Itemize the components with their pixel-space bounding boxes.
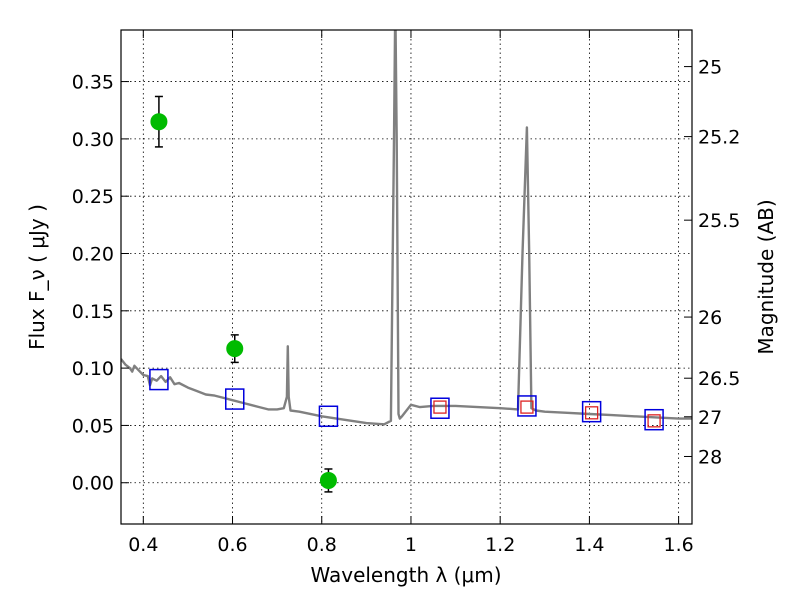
model-square-marker (430, 397, 450, 419)
spectrum-line (121, 30, 692, 426)
model-small-square-marker (520, 400, 534, 414)
y2-tick-label: 26.5 (698, 368, 740, 390)
model-square-marker (149, 368, 169, 391)
y2-axis-title: Magnitude (AB) (754, 199, 778, 354)
y2-tick-label: 25.5 (698, 210, 740, 232)
y-tick-label: 0.10 (72, 358, 114, 380)
x-tick-label: 0.4 (128, 534, 158, 556)
y-tick-label: 0.20 (72, 244, 114, 266)
model-square-marker (644, 408, 664, 431)
x-tick-label: 1 (405, 534, 417, 556)
y-tick-label: 0.15 (72, 301, 114, 323)
model-small-square-marker (433, 400, 447, 414)
y2-tick-label: 28 (698, 446, 722, 468)
y-tick-label: 0.25 (72, 186, 114, 208)
data-layer (121, 30, 692, 493)
y2-tick-label: 27 (698, 407, 722, 429)
plot-frame (120, 29, 693, 525)
y-tick-label: 0.30 (72, 129, 114, 151)
y-axis-ticks: 0.00 0.05 0.10 0.15 0.20 0.25 0.30 0.35 (72, 72, 129, 495)
y-tick-label: 0.35 (72, 72, 114, 94)
x-tick-label: 1.4 (574, 534, 604, 556)
x-tick-label: 0.6 (217, 534, 247, 556)
x-tick-label: 0.8 (307, 534, 337, 556)
y-tick-label: 0.05 (72, 415, 114, 437)
model-square-marker (225, 388, 245, 410)
y2-tick-label: 26 (698, 307, 722, 329)
y2-tick-label: 25.2 (698, 127, 740, 149)
model-square-marker (581, 400, 602, 423)
y-tick-label: 0.00 (72, 473, 114, 495)
y2-axis-ticks: 25 25.2 25.5 26 26.5 27 28 (684, 57, 740, 468)
x-tick-label: 1.6 (664, 534, 694, 556)
model-square-marker (318, 405, 339, 428)
model-square-marker (517, 395, 537, 417)
photometry-point (150, 113, 168, 131)
y-axis-title: Flux F_ν ( μJy ) (25, 204, 49, 350)
photometry-point (319, 471, 337, 489)
model-small-square-marker (647, 414, 661, 428)
x-tick-label: 1.2 (485, 534, 515, 556)
grid (121, 30, 692, 524)
y2-tick-label: 25 (698, 57, 722, 79)
x-axis-title: Wavelength λ (μm) (310, 563, 501, 587)
model-small-square-marker (584, 406, 599, 420)
x-axis-ticks: 0.4 0.6 0.8 1 1.2 1.4 1.6 (128, 30, 694, 556)
photometry-point (226, 340, 244, 358)
